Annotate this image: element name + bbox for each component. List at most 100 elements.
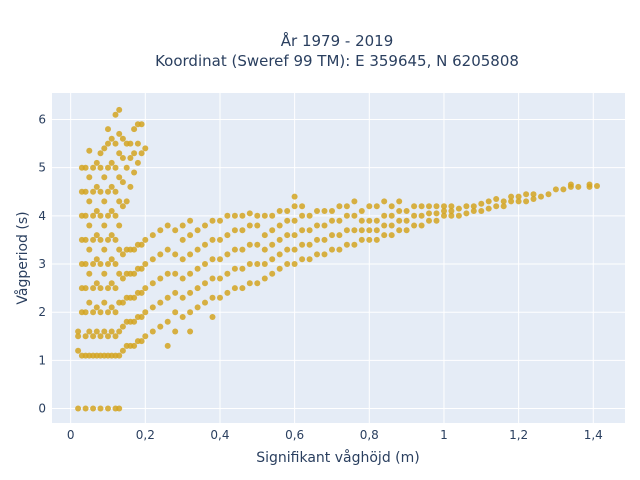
data-point (127, 155, 134, 161)
data-point (231, 227, 238, 234)
data-point (119, 135, 126, 142)
data-point (179, 236, 186, 243)
data-point (530, 191, 537, 198)
data-point (314, 236, 320, 243)
data-point (164, 222, 171, 229)
data-point (164, 294, 171, 301)
data-point (119, 347, 126, 354)
data-point (373, 217, 380, 224)
data-point (93, 208, 100, 214)
data-point (116, 222, 123, 229)
data-point (157, 275, 164, 282)
data-point (209, 275, 216, 282)
data-point (448, 203, 455, 210)
data-point (172, 328, 179, 335)
data-point (366, 227, 373, 234)
data-point (336, 217, 343, 224)
data-point (116, 352, 123, 359)
data-point (291, 261, 298, 267)
data-point (403, 208, 410, 214)
data-point (291, 203, 298, 210)
data-point (108, 280, 115, 287)
data-point (254, 280, 261, 287)
data-point (560, 186, 567, 193)
data-point (202, 222, 208, 229)
data-point (246, 210, 253, 217)
data-point (351, 241, 358, 248)
data-point (108, 135, 115, 142)
data-point (284, 232, 291, 239)
data-point (448, 212, 455, 219)
x-tick-label: 1,2 (509, 428, 528, 442)
data-point (261, 275, 268, 282)
data-point (403, 217, 410, 224)
data-point (426, 210, 432, 217)
data-point (131, 126, 138, 133)
data-point (343, 212, 350, 219)
data-point (224, 270, 231, 277)
data-point (105, 188, 111, 195)
data-point (112, 309, 119, 316)
data-point (116, 174, 123, 181)
data-point (329, 246, 335, 253)
data-point (157, 227, 164, 234)
data-point (433, 210, 440, 217)
data-point (123, 198, 130, 205)
data-point (388, 203, 395, 210)
data-point (101, 299, 108, 306)
data-point (105, 405, 111, 412)
data-point (254, 241, 261, 248)
data-point (594, 183, 600, 189)
data-point (202, 261, 208, 267)
data-point (224, 212, 231, 219)
data-point (86, 299, 93, 306)
data-point (172, 251, 179, 258)
data-point (299, 212, 306, 219)
data-point (97, 212, 104, 219)
data-point (209, 314, 216, 320)
data-point (112, 164, 119, 171)
data-point (138, 289, 145, 296)
data-point (291, 246, 298, 253)
data-point (108, 256, 115, 263)
data-point (485, 205, 492, 212)
data-point (105, 333, 111, 340)
data-point (314, 222, 320, 229)
data-point (269, 256, 276, 263)
data-point (149, 280, 156, 287)
data-point (172, 270, 179, 277)
data-point (306, 256, 313, 263)
data-point (194, 285, 201, 292)
data-point (138, 314, 145, 320)
data-point (396, 217, 403, 224)
data-point (515, 193, 522, 200)
data-point (202, 280, 208, 287)
data-point (90, 285, 97, 292)
data-point (276, 208, 283, 214)
data-point (86, 147, 93, 154)
data-point (418, 203, 425, 210)
data-point (351, 212, 358, 219)
data-point (239, 227, 246, 234)
data-point (373, 236, 380, 243)
data-point (86, 328, 93, 335)
data-point (112, 188, 119, 195)
data-point (119, 251, 126, 258)
data-point (97, 405, 104, 412)
y-tick-label: 1 (38, 353, 46, 367)
data-point (82, 236, 89, 243)
data-point (209, 294, 216, 301)
data-point (187, 270, 194, 277)
data-point (134, 159, 141, 166)
data-point (470, 203, 477, 210)
data-point (530, 196, 537, 202)
data-point (314, 208, 320, 214)
data-point (93, 304, 100, 311)
data-point (455, 205, 462, 212)
data-point (142, 261, 149, 267)
data-point (116, 106, 123, 113)
data-point (194, 265, 201, 272)
data-point (194, 227, 201, 234)
data-point (411, 222, 418, 229)
data-point (101, 174, 108, 181)
